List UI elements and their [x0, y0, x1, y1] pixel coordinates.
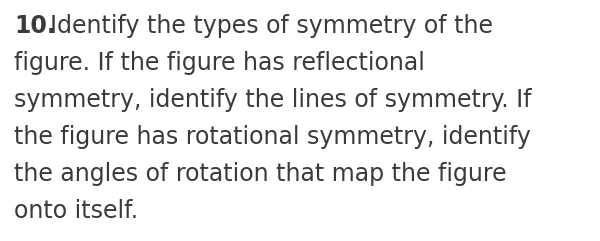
Text: figure. If the figure has reflectional: figure. If the figure has reflectional	[14, 51, 425, 75]
Text: symmetry, identify the lines of symmetry. If: symmetry, identify the lines of symmetry…	[14, 88, 532, 112]
Text: onto itself.: onto itself.	[14, 199, 138, 223]
Text: the angles of rotation that map the figure: the angles of rotation that map the figu…	[14, 162, 506, 186]
Text: the figure has rotational symmetry, identify: the figure has rotational symmetry, iden…	[14, 125, 531, 149]
Text: 10.: 10.	[14, 14, 56, 38]
Text: Identify the types of symmetry of the: Identify the types of symmetry of the	[50, 14, 493, 38]
